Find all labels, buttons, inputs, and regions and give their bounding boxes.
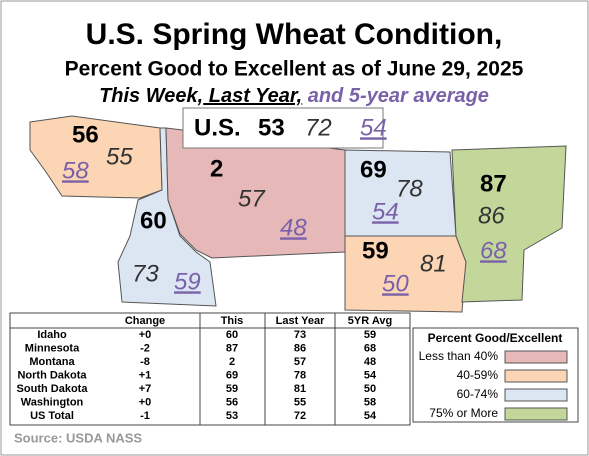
map-last-year: 78 xyxy=(396,175,423,202)
map-this: 2 xyxy=(210,155,223,182)
table-cell: +0 xyxy=(139,329,152,341)
table-cell: 55 xyxy=(294,396,306,408)
map-last-year: 57 xyxy=(238,185,266,212)
legend-label: 40-59% xyxy=(457,368,499,382)
map-average: 68 xyxy=(480,237,507,264)
table-header: 5YR Avg xyxy=(348,315,392,327)
table-cell: 56 xyxy=(226,396,238,408)
table-cell: 68 xyxy=(364,342,376,354)
table-cell: 58 xyxy=(364,396,376,408)
table-cell: 50 xyxy=(364,383,376,395)
map-average: 54 xyxy=(372,198,399,225)
legend-label: Less than 40% xyxy=(419,349,499,363)
table-cell: -8 xyxy=(140,356,150,368)
table-row-label: South Dakota xyxy=(17,383,89,395)
table-row-label: Minnesota xyxy=(25,342,80,354)
legend-swatch xyxy=(504,369,568,383)
key-this-week: This Week, xyxy=(99,85,203,107)
table-row-label: North Dakota xyxy=(17,369,87,381)
table-cell: 69 xyxy=(226,369,238,381)
map-average: 58 xyxy=(62,157,89,184)
map-average: 50 xyxy=(382,270,409,297)
table-cell: 54 xyxy=(364,369,377,381)
table-header: Change xyxy=(125,315,165,327)
table-cell: 57 xyxy=(294,356,306,368)
table-row-label: Washington xyxy=(21,396,84,408)
table-cell: 78 xyxy=(294,369,306,381)
table-cell: -1 xyxy=(140,410,150,422)
washington-shape xyxy=(29,115,163,199)
us-label: U.S. xyxy=(194,114,241,141)
us-last-year: 72 xyxy=(305,114,332,141)
us-this: 53 xyxy=(258,114,285,141)
map-this: 69 xyxy=(360,156,387,183)
map-last-year: 86 xyxy=(478,202,505,229)
map-this: 59 xyxy=(362,237,389,264)
us-box xyxy=(182,107,384,149)
legend-swatch xyxy=(504,350,568,364)
map-this: 60 xyxy=(140,207,167,234)
legend-swatch xyxy=(504,407,568,421)
table-row-label: Idaho xyxy=(37,329,67,341)
table-cell: 59 xyxy=(226,383,238,395)
map-last-year: 55 xyxy=(106,143,133,170)
table-cell: 59 xyxy=(364,329,376,341)
table-cell: 54 xyxy=(364,410,377,422)
map-this: 87 xyxy=(480,170,507,197)
table-cell: 73 xyxy=(294,329,306,341)
map-average: 59 xyxy=(174,268,201,295)
table-cell: +7 xyxy=(139,383,152,395)
legend-label: 75% or More xyxy=(429,406,498,420)
table-header: Last Year xyxy=(276,315,325,327)
table-cell: 60 xyxy=(226,329,238,341)
map-this: 56 xyxy=(72,121,99,148)
subtitle: Percent Good to Excellent as of June 29,… xyxy=(65,58,524,81)
table-cell: 2 xyxy=(229,356,235,368)
source: Source: USDA NASS xyxy=(14,430,142,445)
map xyxy=(29,115,567,313)
table xyxy=(9,312,411,426)
table-header: This xyxy=(221,315,244,327)
map-average: 48 xyxy=(280,214,307,241)
table-cell: 87 xyxy=(226,342,238,354)
table-row-label: US Total xyxy=(30,410,74,422)
key-line: This Week, Last Year, and 5-year average xyxy=(99,85,489,107)
us-average: 54 xyxy=(360,114,387,141)
table-cell: 48 xyxy=(364,356,376,368)
table-cell: -2 xyxy=(140,342,150,354)
title: U.S. Spring Wheat Condition, xyxy=(86,18,503,51)
table-cell: 53 xyxy=(226,410,238,422)
table-cell: 72 xyxy=(294,410,306,422)
key-last-year: Last Year, xyxy=(203,85,302,107)
legend-label: 60-74% xyxy=(457,387,499,401)
minnesota-shape xyxy=(451,145,567,303)
table-cell: 81 xyxy=(294,383,306,395)
key-average: and 5-year average xyxy=(302,85,489,107)
table-row-label: Montana xyxy=(29,356,75,368)
table-cell: 86 xyxy=(294,342,306,354)
table-cell: +0 xyxy=(139,396,152,408)
legend-swatch xyxy=(504,388,568,402)
map-last-year: 73 xyxy=(132,260,159,287)
legend-title: Percent Good/Excellent xyxy=(428,331,563,345)
table-cell: +1 xyxy=(139,369,152,381)
map-last-year: 81 xyxy=(420,250,447,277)
